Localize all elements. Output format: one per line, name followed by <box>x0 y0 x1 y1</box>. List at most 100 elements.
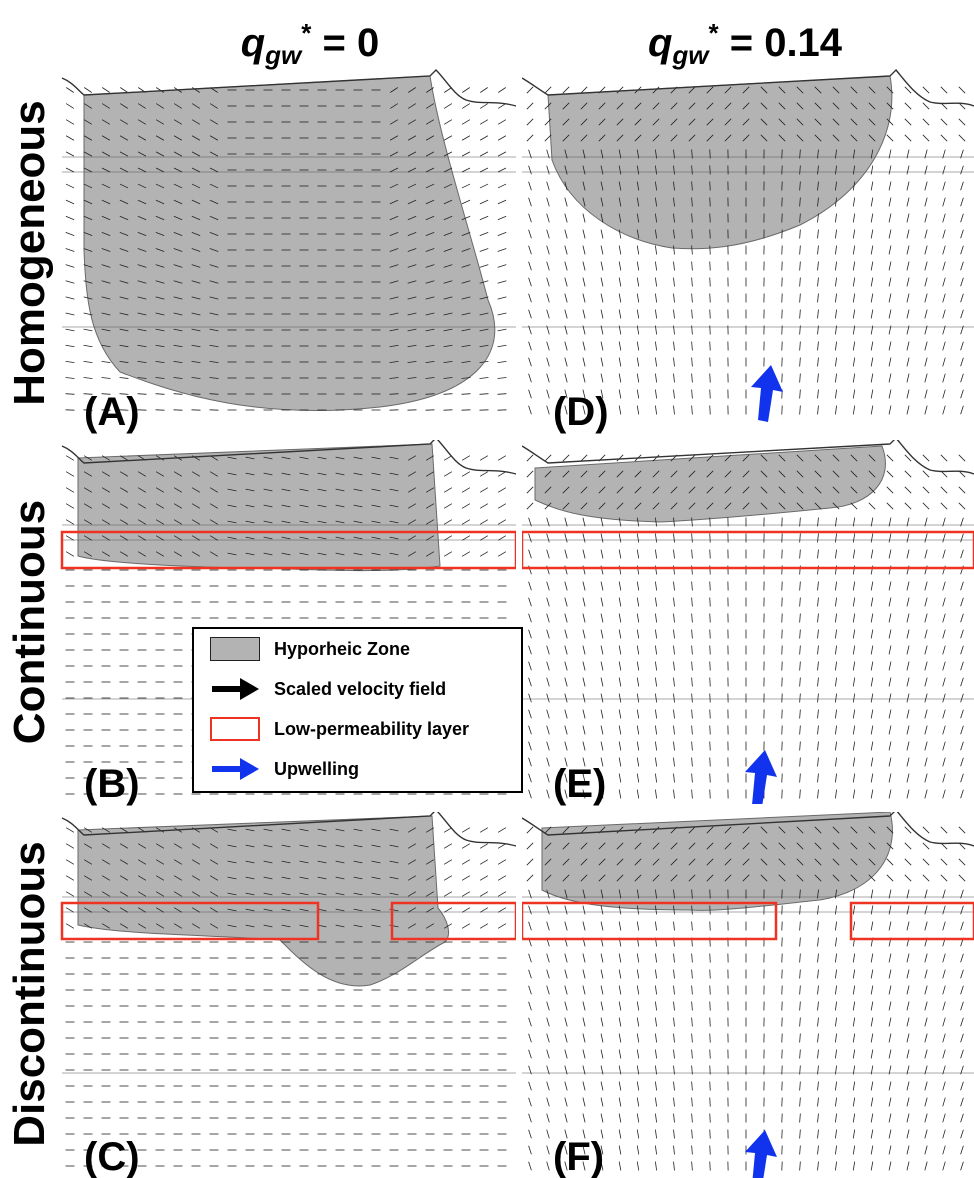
velocity-arrow <box>600 213 604 223</box>
velocity-arrow <box>709 373 711 383</box>
velocity-arrow <box>636 985 640 995</box>
velocity-arrow <box>137 167 147 173</box>
velocity-arrow <box>407 312 417 316</box>
velocity-arrow <box>942 581 946 591</box>
velocity-arrow <box>461 264 471 268</box>
velocity-arrow <box>173 296 183 300</box>
velocity-arrow <box>191 535 201 541</box>
velocity-arrow <box>83 487 93 493</box>
velocity-arrow <box>443 167 453 173</box>
velocity-arrow <box>906 1113 910 1123</box>
velocity-arrow <box>817 709 819 719</box>
velocity-arrow <box>497 487 507 493</box>
velocity-arrow <box>600 197 604 207</box>
velocity-arrow <box>691 229 693 239</box>
legend-item-upwelling: Upwelling <box>194 754 521 784</box>
velocity-arrow <box>870 229 874 239</box>
velocity-arrow <box>835 325 837 335</box>
velocity-arrow <box>546 953 550 963</box>
velocity-arrow <box>407 103 417 109</box>
velocity-arrow <box>191 471 201 477</box>
velocity-arrow <box>709 325 711 335</box>
velocity-arrow <box>600 921 604 931</box>
velocity-arrow <box>528 905 532 915</box>
velocity-arrow <box>673 773 675 783</box>
streambed-profiles <box>61 68 974 847</box>
velocity-arrow <box>832 486 840 494</box>
velocity-arrow <box>888 277 892 287</box>
velocity-arrow <box>425 103 435 109</box>
velocity-arrow <box>389 280 399 284</box>
velocity-arrow <box>673 1001 675 1011</box>
velocity-arrow <box>870 1161 874 1171</box>
velocity-arrow <box>852 261 856 271</box>
velocity-arrow <box>852 709 856 719</box>
velocity-arrow <box>636 309 640 319</box>
velocity-arrow <box>155 119 165 125</box>
velocity-arrow <box>65 215 75 221</box>
velocity-arrow <box>600 293 604 303</box>
velocity-arrow <box>742 858 750 866</box>
velocity-arrow <box>137 377 147 379</box>
velocity-arrow <box>137 328 147 332</box>
velocity-arrow <box>389 860 399 864</box>
velocity-arrow <box>425 135 435 141</box>
velocity-arrow <box>670 486 678 494</box>
velocity-arrow <box>407 875 417 881</box>
velocity-arrow <box>65 344 75 348</box>
q-subscript: gw <box>265 40 302 70</box>
velocity-arrow <box>544 826 552 834</box>
velocity-arrow <box>564 725 568 735</box>
velocity-arrow <box>618 165 622 175</box>
velocity-arrow <box>724 486 732 494</box>
velocity-arrow <box>65 487 75 493</box>
velocity-arrow <box>960 197 964 207</box>
velocity-arrow <box>443 393 453 395</box>
velocity-arrow <box>906 373 910 383</box>
velocity-arrow <box>852 969 856 979</box>
velocity-arrow <box>652 86 660 94</box>
velocity-arrow <box>155 103 165 109</box>
velocity-arrow <box>960 773 964 783</box>
velocity-arrow <box>924 741 928 751</box>
velocity-arrow <box>546 921 550 931</box>
velocity-arrows <box>65 86 966 1171</box>
velocity-arrow <box>119 487 129 493</box>
velocity-arrow <box>636 789 640 799</box>
panel-divider-vertical <box>516 60 522 1178</box>
velocity-arrow <box>888 889 892 899</box>
velocity-arrow <box>173 312 183 316</box>
velocity-arrow <box>760 502 768 510</box>
velocity-arrow <box>443 215 453 221</box>
velocity-arrow <box>245 536 255 540</box>
velocity-arrow <box>497 859 507 865</box>
velocity-arrow <box>673 741 675 751</box>
velocity-arrow <box>155 487 165 493</box>
velocity-arrow <box>173 551 183 557</box>
velocity-arrow <box>461 923 471 929</box>
velocity-arrow <box>817 405 819 415</box>
velocity-arrow <box>760 470 768 478</box>
velocity-arrow <box>940 486 948 494</box>
velocity-arrow <box>317 876 327 880</box>
velocity-arrow <box>760 874 768 882</box>
velocity-arrow <box>562 502 570 510</box>
velocity-arrow <box>670 858 678 866</box>
velocity-arrow <box>479 891 489 897</box>
velocity-arrow <box>83 923 93 929</box>
velocity-arrow <box>209 248 219 252</box>
velocity-arrow <box>673 341 675 351</box>
velocity-arrow <box>924 261 928 271</box>
velocity-arrow <box>209 535 219 541</box>
velocity-arrow <box>479 535 489 541</box>
velocity-arrow <box>618 197 622 207</box>
velocity-arrow <box>706 858 714 866</box>
velocity-arrow <box>960 165 964 175</box>
velocity-arrow <box>799 677 801 687</box>
velocity-arrow <box>582 709 586 719</box>
velocity-arrow <box>425 859 435 865</box>
velocity-arrow <box>942 629 946 639</box>
velocity-arrow <box>119 328 129 332</box>
velocity-arrow <box>497 393 507 395</box>
velocity-arrow <box>528 293 532 303</box>
